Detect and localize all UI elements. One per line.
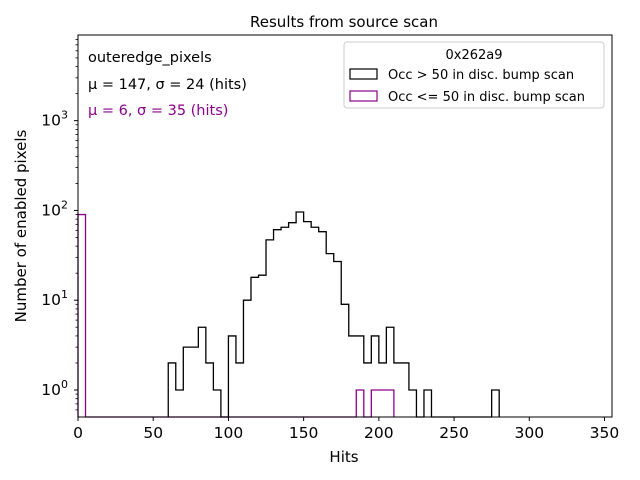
legend-label-high: Occ > 50 in disc. bump scan <box>388 68 574 83</box>
legend-box <box>343 41 605 109</box>
x-tick-label: 200 <box>364 424 394 442</box>
legend-swatch-low <box>349 90 378 102</box>
legend-swatch-high <box>349 68 378 80</box>
y-tick-label: 102 <box>41 198 68 219</box>
annotation-fit-main: μ = 147, σ = 24 (hits) <box>88 77 247 93</box>
series-high-outline <box>167 211 500 418</box>
x-tick-label: 100 <box>214 424 244 442</box>
x-tick-label: 350 <box>590 424 620 442</box>
annotation-group-name: outeredge_pixels <box>88 50 212 66</box>
x-tick-label: 300 <box>514 424 544 442</box>
legend: 0x262a9 Occ > 50 in disc. bump scan Occ … <box>343 41 605 109</box>
x-tick-label: 0 <box>73 424 83 442</box>
x-tick-label: 50 <box>143 424 163 442</box>
y-axis: 100 101 102 103 <box>41 39 78 411</box>
y-axis-label: Number of enabled pixels <box>12 129 30 322</box>
x-axis-label: Hits <box>329 448 358 466</box>
x-axis: 0 50 100 150 200 250 300 350 <box>73 417 619 442</box>
x-tick-label: 250 <box>439 424 469 442</box>
y-tick-label: 101 <box>41 288 68 309</box>
plot-frame <box>77 34 613 418</box>
legend-title: 0x262a9 <box>445 48 502 63</box>
x-tick-label: 150 <box>289 424 319 442</box>
annotation-fit-low: μ = 6, σ = 35 (hits) <box>88 103 228 119</box>
chart-title: Results from source scan <box>250 13 438 31</box>
y-tick-label: 103 <box>41 109 68 130</box>
legend-label-low: Occ <= 50 in disc. bump scan <box>388 90 585 105</box>
annotations: outeredge_pixels μ = 147, σ = 24 (hits) … <box>88 50 247 119</box>
y-tick-label: 100 <box>41 378 68 399</box>
